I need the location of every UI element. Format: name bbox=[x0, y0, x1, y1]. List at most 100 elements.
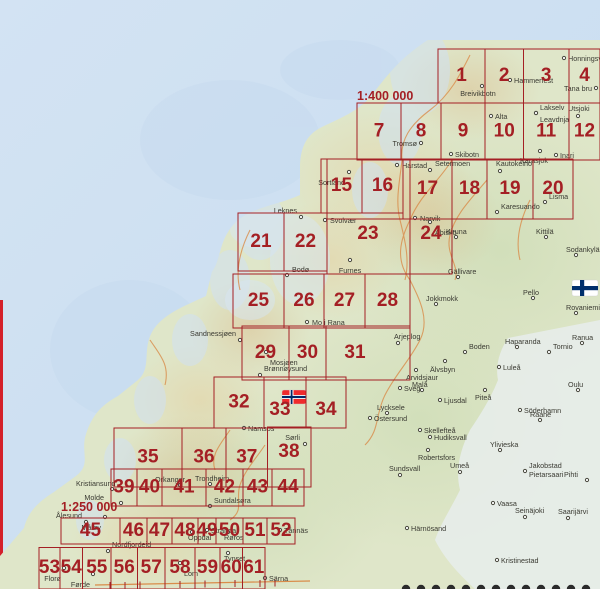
svg-text:Kittilä: Kittilä bbox=[536, 227, 554, 236]
svg-text:20: 20 bbox=[542, 178, 563, 199]
svg-text:3: 3 bbox=[541, 65, 552, 86]
svg-text:Haparanda: Haparanda bbox=[505, 337, 541, 346]
svg-text:Tromsø: Tromsø bbox=[393, 139, 418, 148]
svg-text:30: 30 bbox=[297, 342, 318, 363]
svg-text:Molde: Molde bbox=[84, 493, 104, 502]
svg-text:Honningsvåg: Honningsvåg bbox=[568, 54, 600, 63]
svg-text:9: 9 bbox=[458, 121, 469, 142]
svg-text:Härnösand: Härnösand bbox=[411, 524, 446, 533]
svg-text:Lycksele: Lycksele bbox=[377, 403, 405, 412]
svg-text:61: 61 bbox=[243, 557, 265, 578]
svg-text:18: 18 bbox=[459, 178, 480, 199]
svg-text:12: 12 bbox=[574, 121, 595, 142]
svg-text:Luleå: Luleå bbox=[503, 363, 521, 372]
svg-text:28: 28 bbox=[377, 290, 398, 311]
svg-text:34: 34 bbox=[315, 399, 337, 420]
svg-text:31: 31 bbox=[344, 342, 366, 363]
svg-text:Umeå: Umeå bbox=[450, 461, 469, 470]
svg-text:Sodankylä: Sodankylä bbox=[566, 245, 600, 254]
svg-text:17: 17 bbox=[417, 178, 438, 199]
svg-text:53: 53 bbox=[39, 557, 60, 578]
svg-text:1:400 000: 1:400 000 bbox=[357, 89, 413, 103]
svg-text:Arvidsjaur: Arvidsjaur bbox=[406, 373, 439, 382]
svg-text:10: 10 bbox=[494, 121, 515, 142]
svg-text:19: 19 bbox=[499, 178, 520, 199]
svg-text:35: 35 bbox=[137, 447, 159, 468]
svg-text:24: 24 bbox=[420, 223, 442, 244]
svg-text:43: 43 bbox=[247, 477, 268, 498]
svg-text:51: 51 bbox=[244, 520, 266, 541]
svg-text:4: 4 bbox=[579, 65, 590, 86]
svg-text:54: 54 bbox=[61, 557, 83, 578]
svg-text:Särna: Särna bbox=[269, 574, 288, 583]
svg-text:46: 46 bbox=[123, 520, 144, 541]
svg-text:41: 41 bbox=[173, 477, 195, 498]
svg-text:40: 40 bbox=[139, 477, 160, 498]
svg-text:Ranua: Ranua bbox=[572, 333, 593, 342]
svg-text:Brønnøysund: Brønnøysund bbox=[264, 364, 307, 373]
svg-text:Kiruna: Kiruna bbox=[446, 227, 467, 236]
svg-text:15: 15 bbox=[331, 175, 353, 196]
svg-text:Bodø: Bodø bbox=[292, 265, 310, 274]
svg-text:Ålesund: Ålesund bbox=[56, 511, 82, 520]
svg-text:1: 1 bbox=[456, 65, 467, 86]
svg-text:27: 27 bbox=[334, 290, 355, 311]
svg-text:Breivikbotn: Breivikbotn bbox=[460, 89, 496, 98]
svg-text:Sandnessjøen: Sandnessjøen bbox=[190, 329, 236, 338]
svg-text:59: 59 bbox=[197, 557, 218, 578]
svg-text:Vaasa: Vaasa bbox=[497, 499, 517, 508]
svg-text:Seinäjoki: Seinäjoki bbox=[515, 506, 545, 515]
svg-text:Rovaniemi: Rovaniemi bbox=[566, 303, 600, 312]
svg-text:Jakobstad: Jakobstad bbox=[529, 461, 562, 470]
svg-text:Pello: Pello bbox=[523, 288, 539, 297]
svg-text:33: 33 bbox=[269, 399, 290, 420]
svg-text:25: 25 bbox=[248, 290, 270, 311]
svg-text:56: 56 bbox=[114, 557, 135, 578]
svg-text:Östersund: Östersund bbox=[374, 414, 407, 423]
svg-text:48: 48 bbox=[174, 520, 195, 541]
svg-text:Skibotn: Skibotn bbox=[455, 150, 479, 159]
svg-text:23: 23 bbox=[357, 223, 378, 244]
svg-text:Raahe: Raahe bbox=[530, 410, 551, 419]
svg-text:44: 44 bbox=[277, 477, 299, 498]
svg-text:Kristiansund: Kristiansund bbox=[76, 479, 116, 488]
svg-text:11: 11 bbox=[536, 121, 557, 142]
svg-text:Pihti: Pihti bbox=[564, 470, 578, 479]
svg-text:Pietarsaari: Pietarsaari bbox=[529, 470, 564, 479]
svg-text:Lakselv: Lakselv bbox=[540, 103, 565, 112]
svg-text:60: 60 bbox=[221, 557, 242, 578]
svg-text:Kristinestad: Kristinestad bbox=[501, 556, 539, 565]
svg-text:Leknes: Leknes bbox=[274, 206, 298, 215]
svg-text:45: 45 bbox=[80, 520, 102, 541]
svg-text:Tornio: Tornio bbox=[553, 342, 573, 351]
svg-text:2: 2 bbox=[499, 65, 510, 86]
svg-text:21: 21 bbox=[250, 231, 272, 252]
svg-text:Boden: Boden bbox=[469, 342, 490, 351]
svg-text:55: 55 bbox=[86, 557, 108, 578]
svg-text:57: 57 bbox=[141, 557, 162, 578]
svg-text:37: 37 bbox=[236, 447, 257, 468]
svg-text:Jokkmokk: Jokkmokk bbox=[426, 294, 458, 303]
svg-text:52: 52 bbox=[270, 520, 291, 541]
svg-text:38: 38 bbox=[278, 441, 299, 462]
svg-text:42: 42 bbox=[214, 477, 235, 498]
svg-text:Svolvær: Svolvær bbox=[330, 216, 357, 225]
svg-text:Oulu: Oulu bbox=[568, 380, 583, 389]
svg-text:22: 22 bbox=[295, 231, 316, 252]
svg-text:Karesuando: Karesuando bbox=[501, 202, 540, 211]
svg-text:32: 32 bbox=[228, 392, 249, 413]
svg-text:Harstad: Harstad bbox=[402, 161, 427, 170]
svg-text:16: 16 bbox=[372, 175, 393, 196]
svg-text:58: 58 bbox=[169, 557, 190, 578]
svg-text:26: 26 bbox=[293, 290, 314, 311]
svg-text:Piteå: Piteå bbox=[475, 393, 491, 402]
svg-text:Førde: Førde bbox=[71, 580, 90, 589]
svg-text:Saarijärvi: Saarijärvi bbox=[558, 507, 588, 516]
svg-text:50: 50 bbox=[219, 520, 240, 541]
svg-text:Robertsfors: Robertsfors bbox=[418, 453, 456, 462]
svg-text:Skellefteå: Skellefteå bbox=[424, 426, 456, 435]
svg-text:47: 47 bbox=[149, 520, 170, 541]
svg-text:Sundsvall: Sundsvall bbox=[389, 464, 421, 473]
svg-text:8: 8 bbox=[416, 121, 427, 142]
svg-text:7: 7 bbox=[374, 121, 385, 142]
